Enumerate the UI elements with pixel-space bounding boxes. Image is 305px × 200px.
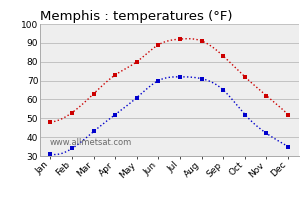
Text: Memphis : temperatures (°F): Memphis : temperatures (°F) (40, 10, 232, 23)
Text: www.allmetsat.com: www.allmetsat.com (50, 138, 132, 147)
